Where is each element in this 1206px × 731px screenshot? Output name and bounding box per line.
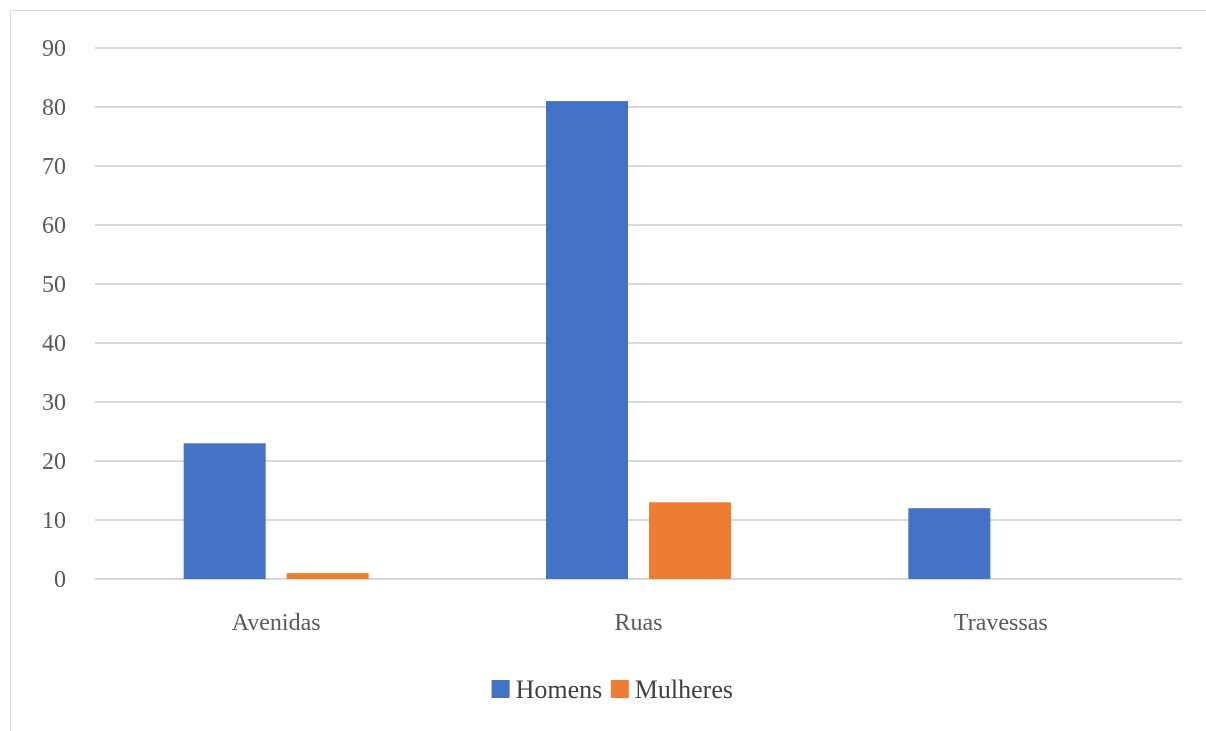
legend-item-mulheres: Mulheres — [610, 675, 733, 704]
y-tick-label: 50 — [42, 272, 66, 298]
legend-swatch — [491, 680, 510, 698]
legend-item-homens: Homens — [491, 675, 603, 704]
y-axis-ticks: 0 10 20 30 40 50 60 70 80 90 — [42, 36, 66, 593]
legend: Homens Mulheres — [491, 675, 733, 704]
bar-homens-travessas — [908, 508, 991, 579]
legend-swatch — [610, 680, 629, 698]
bar-homens-avenidas — [183, 443, 266, 579]
y-tick-label: 0 — [54, 567, 66, 593]
y-tick-label: 10 — [42, 508, 66, 534]
legend-label: Mulheres — [635, 675, 733, 704]
gridlines — [95, 47, 1182, 580]
bars — [183, 101, 991, 579]
bar-mulheres-ruas — [649, 502, 731, 579]
bar-mulheres-avenidas — [286, 573, 369, 579]
y-tick-label: 70 — [42, 154, 66, 180]
y-tick-label: 80 — [42, 95, 66, 121]
y-tick-label: 90 — [42, 36, 66, 62]
y-tick-label: 20 — [42, 449, 66, 475]
x-tick-label: Ruas — [615, 610, 663, 636]
bar-homens-ruas — [546, 101, 628, 579]
y-tick-label: 60 — [42, 213, 66, 239]
y-tick-label: 30 — [42, 390, 66, 416]
x-axis-ticks: Avenidas Ruas Travessas — [232, 610, 1048, 636]
x-tick-label: Avenidas — [232, 610, 321, 636]
y-tick-label: 40 — [42, 331, 66, 357]
legend-label: Homens — [516, 675, 603, 704]
x-tick-label: Travessas — [954, 610, 1048, 636]
